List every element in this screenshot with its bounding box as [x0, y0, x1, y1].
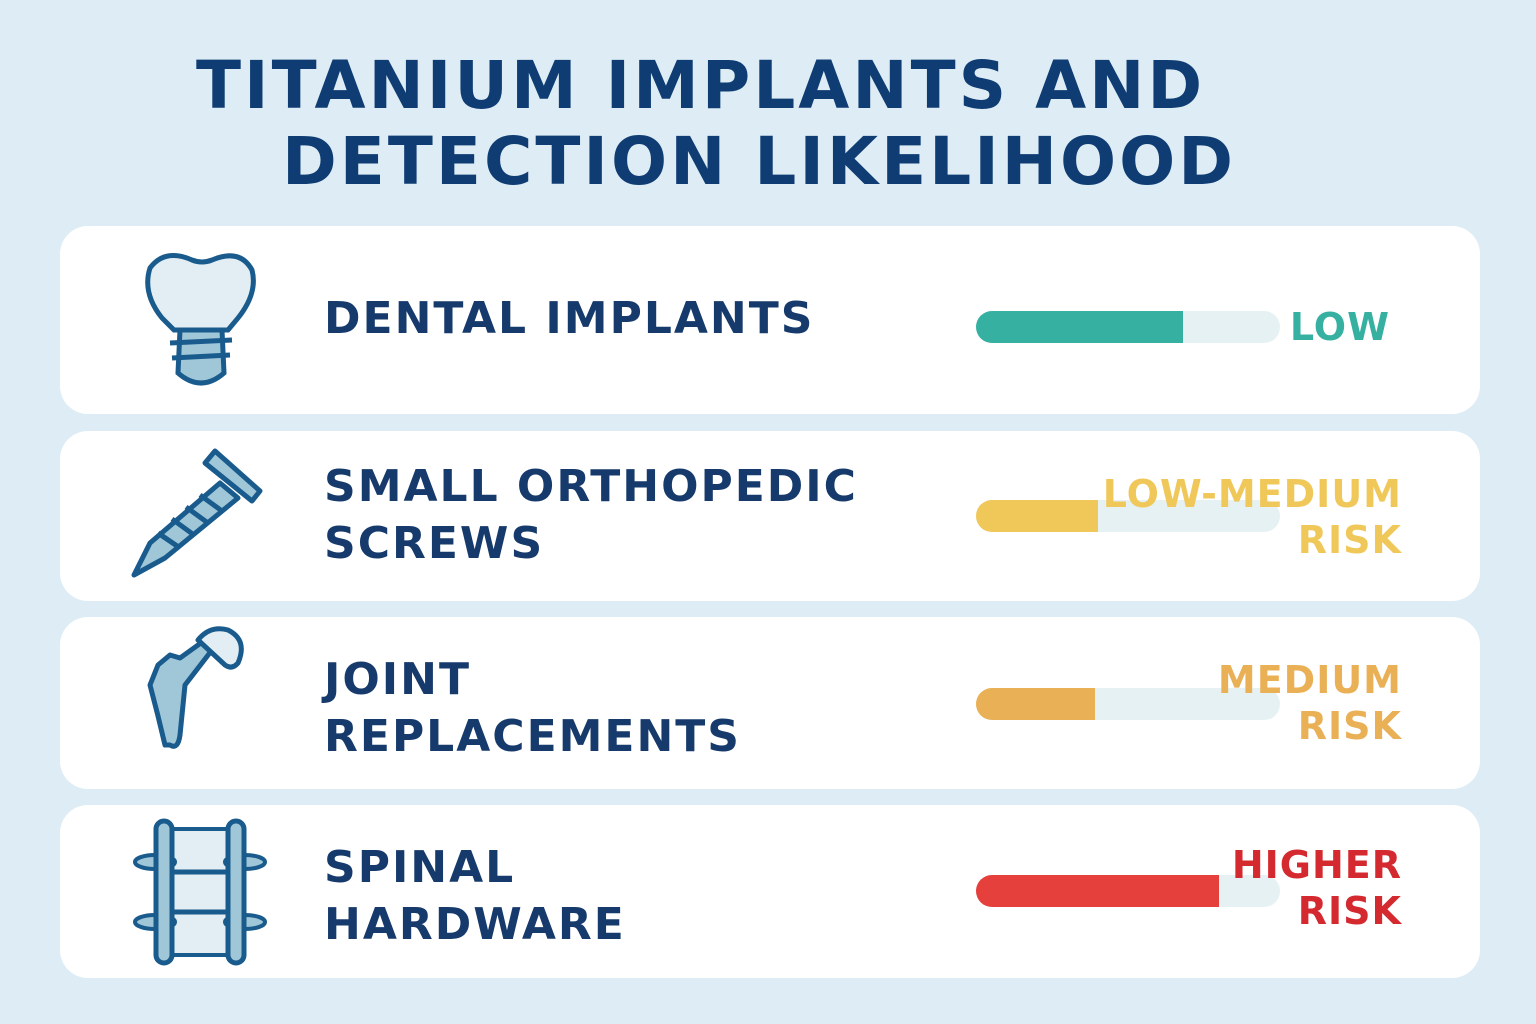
- row-joint-replacements: JOINT REPLACEMENTS MEDIUM RISK: [60, 617, 1480, 789]
- row-spinal-hardware: SPINAL HARDWARE HIGHER RISK: [60, 805, 1480, 978]
- row-dental-implants: DENTAL IMPLANTS LOW: [60, 226, 1480, 414]
- hip-joint-icon: [147, 626, 244, 749]
- risk-bar-fill: [976, 688, 1095, 720]
- risk-bar-fill: [976, 875, 1220, 907]
- risk-bar-fill: [976, 311, 1183, 343]
- spinal-hardware-icon: [133, 818, 267, 966]
- row-label: DENTAL IMPLANTS: [324, 293, 815, 344]
- risk-bar: [976, 875, 1280, 907]
- risk-bar: [976, 688, 1280, 720]
- risk-label: HIGHER RISK: [1231, 843, 1402, 933]
- risk-label: MEDIUM RISK: [1217, 658, 1402, 748]
- risk-label: LOW: [1289, 305, 1390, 349]
- title-line-1: TITANIUM IMPLANTS AND: [196, 47, 1206, 124]
- title-line-2: DETECTION LIKELIHOOD: [282, 123, 1236, 200]
- row-label: JOINT REPLACEMENTS: [324, 654, 741, 762]
- screw-icon: [131, 448, 263, 578]
- risk-label: LOW-MEDIUM RISK: [1102, 472, 1402, 562]
- risk-bar: [976, 500, 1280, 532]
- row-orthopedic-screws: SMALL ORTHOPEDIC SCREWS LOW-MEDIUM RISK: [60, 431, 1480, 601]
- row-label: SMALL ORTHOPEDIC SCREWS: [324, 461, 858, 569]
- dental-implant-icon: [145, 253, 256, 386]
- row-label: SPINAL HARDWARE: [324, 842, 626, 950]
- risk-bar: [976, 311, 1280, 343]
- risk-bar-fill: [976, 500, 1098, 532]
